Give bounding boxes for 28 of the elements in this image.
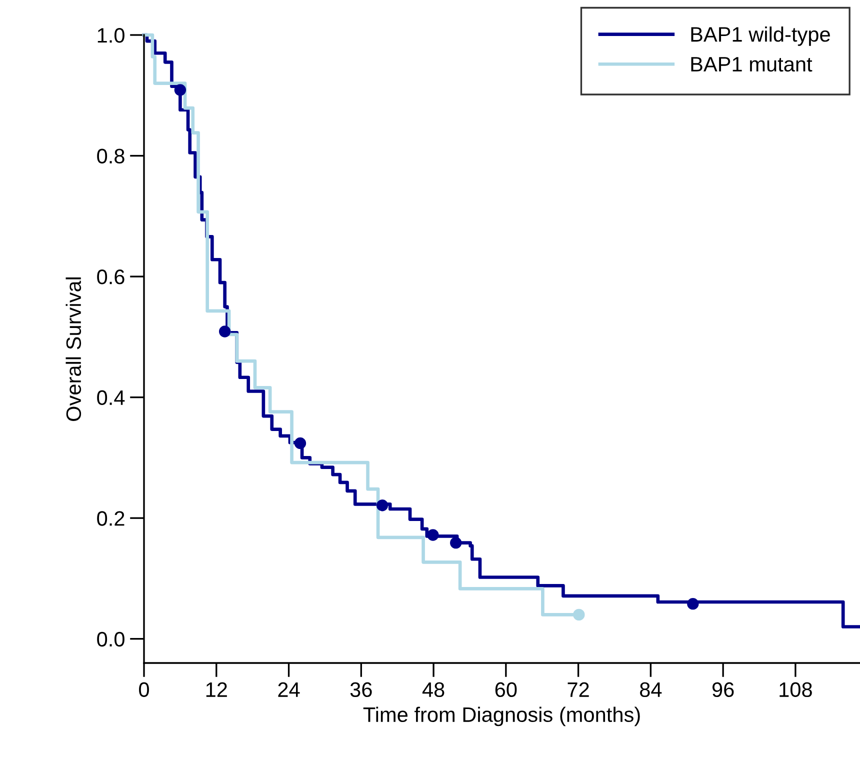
x-tick-label: 0 [139,682,149,698]
x-tick-label: 24 [278,682,300,697]
y-tick-label: 0.8 [97,148,124,164]
point [450,536,462,549]
x-tick-label: 48 [422,682,444,698]
x-tick-label: 36 [350,682,372,698]
point [376,500,388,512]
legend-label: BAP1 wild-type [691,26,830,46]
legend-label: BAP1 mutant [691,57,812,72]
y-tick-label: 0.6 [97,270,124,284]
y-tick-label: 0.4 [97,390,125,406]
y-tick-label: 0.0 [97,632,124,647]
x-tick-label: 60 [495,682,517,698]
y-tick-label: 0.2 [97,511,124,526]
point [294,437,306,450]
point [218,326,231,338]
x-tick-label: 12 [206,682,227,697]
x-tick-label: 96 [712,682,734,698]
x-tick-label: 108 [780,682,812,698]
point [573,608,585,621]
x-axis-title: Time from Diagnosis (months) [363,706,640,726]
point [687,598,699,610]
x-tick-label: 84 [640,682,662,698]
x-tick-label: 72 [568,682,589,697]
y-tick-label: 1.0 [98,28,124,43]
point [174,84,186,96]
point [427,529,439,541]
y-axis-title: Overall Survival [66,277,82,421]
